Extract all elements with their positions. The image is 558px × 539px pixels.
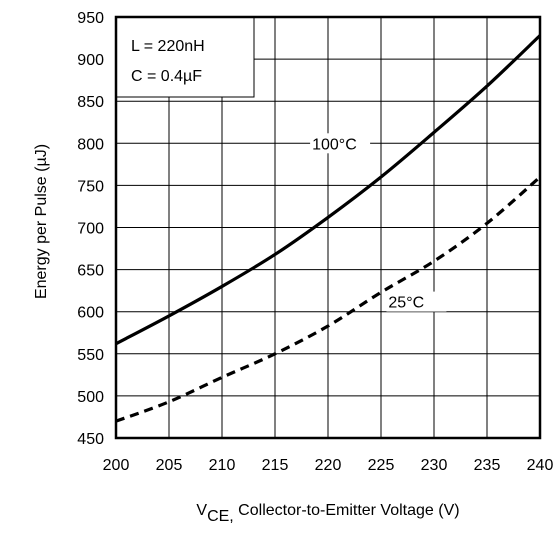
legend-line-inductance: L = 220nH (131, 38, 205, 55)
y-tick-label: 850 (77, 94, 104, 111)
y-tick-label: 650 (77, 263, 104, 280)
x-axis-title-text: Collector-to-Emitter Voltage (V) (234, 502, 460, 519)
y-tick-labels: 450 500 550 600 650 700 750 800 850 900 950 (77, 10, 104, 448)
x-tick-label: 205 (156, 457, 183, 474)
x-tick-label: 230 (421, 457, 448, 474)
x-tick-label: 225 (368, 457, 395, 474)
series-labels: 100°C 25°C (310, 133, 447, 312)
y-axis-title: Energy per Pulse (µJ) (33, 144, 50, 299)
series-label-100c: 100°C (312, 136, 357, 153)
x-tick-labels: 200 205 210 215 220 225 230 235 240 (103, 457, 554, 474)
y-tick-label: 550 (77, 347, 104, 364)
x-tick-label: 200 (103, 457, 130, 474)
x-axis-title: VCE, Collector-to-Emitter Voltage (V) (196, 502, 459, 525)
series-layer (115, 34, 542, 423)
x-axis-title-subscript: CE, (207, 508, 234, 525)
legend-background (115, 16, 255, 98)
legend-box: L = 220nH C = 0.4µF (115, 16, 255, 98)
x-tick-label: 210 (209, 457, 236, 474)
series-label-25c: 25°C (388, 295, 424, 312)
series-label-background (310, 133, 371, 154)
x-tick-label: 235 (474, 457, 501, 474)
x-tick-label: 215 (262, 457, 289, 474)
y-tick-label: 900 (77, 52, 104, 69)
y-tick-label: 600 (77, 305, 104, 322)
y-tick-label: 950 (77, 10, 104, 27)
series-label-background (386, 291, 447, 312)
series-line-100c (115, 34, 542, 346)
y-tick-label: 750 (77, 178, 104, 195)
y-tick-label: 700 (77, 221, 104, 238)
y-tick-label: 800 (77, 136, 104, 153)
x-tick-label: 240 (527, 457, 554, 474)
plot-frame (114, 15, 542, 440)
x-tick-label: 220 (315, 457, 342, 474)
y-tick-label: 450 (77, 431, 104, 448)
x-axis-title-symbol: V (196, 502, 207, 519)
legend-line-capacitance: C = 0.4µF (131, 68, 202, 85)
y-tick-label: 500 (77, 389, 104, 406)
series-line-25c (115, 175, 542, 423)
